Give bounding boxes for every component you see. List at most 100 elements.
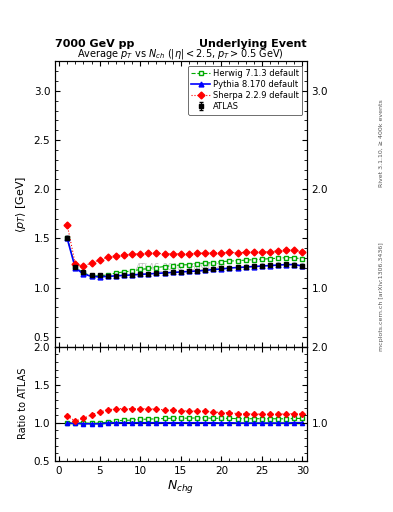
Sherpa 2.2.9 default — [178, 251, 183, 257]
Sherpa 2.2.9 default — [73, 261, 78, 267]
Line: Pythia 8.170 default: Pythia 8.170 default — [65, 236, 305, 279]
Pythia 8.170 default — [300, 263, 305, 269]
Line: Herwig 7.1.3 default: Herwig 7.1.3 default — [65, 235, 305, 279]
Sherpa 2.2.9 default — [187, 251, 191, 257]
Sherpa 2.2.9 default — [284, 247, 288, 253]
Sherpa 2.2.9 default — [276, 248, 281, 254]
Sherpa 2.2.9 default — [292, 247, 297, 253]
Herwig 7.1.3 default — [105, 272, 110, 278]
Sherpa 2.2.9 default — [89, 260, 94, 266]
Pythia 8.170 default — [276, 262, 281, 268]
Pythia 8.170 default — [146, 271, 151, 277]
Herwig 7.1.3 default — [170, 263, 175, 269]
Herwig 7.1.3 default — [146, 265, 151, 271]
Herwig 7.1.3 default — [203, 260, 208, 266]
Herwig 7.1.3 default — [235, 258, 240, 264]
Pythia 8.170 default — [243, 264, 248, 270]
Herwig 7.1.3 default — [162, 264, 167, 270]
Herwig 7.1.3 default — [97, 273, 102, 279]
Pythia 8.170 default — [121, 272, 126, 279]
Herwig 7.1.3 default — [114, 270, 118, 276]
Text: ATLAS_2010_S8894728: ATLAS_2010_S8894728 — [136, 262, 226, 271]
Pythia 8.170 default — [97, 274, 102, 280]
Pythia 8.170 default — [105, 273, 110, 280]
Pythia 8.170 default — [219, 266, 224, 272]
Herwig 7.1.3 default — [81, 270, 86, 276]
Herwig 7.1.3 default — [154, 264, 159, 270]
Pythia 8.170 default — [65, 236, 70, 242]
Herwig 7.1.3 default — [252, 257, 256, 263]
Text: Rivet 3.1.10, ≥ 400k events: Rivet 3.1.10, ≥ 400k events — [379, 99, 384, 187]
Herwig 7.1.3 default — [187, 262, 191, 268]
Pythia 8.170 default — [195, 268, 199, 274]
Sherpa 2.2.9 default — [154, 250, 159, 257]
Sherpa 2.2.9 default — [235, 250, 240, 256]
Sherpa 2.2.9 default — [146, 250, 151, 257]
Pythia 8.170 default — [211, 266, 216, 272]
Sherpa 2.2.9 default — [114, 252, 118, 259]
Sherpa 2.2.9 default — [65, 222, 70, 228]
Pythia 8.170 default — [227, 265, 232, 271]
Pythia 8.170 default — [252, 264, 256, 270]
Herwig 7.1.3 default — [89, 273, 94, 279]
Text: mcplots.cern.ch [arXiv:1306.3436]: mcplots.cern.ch [arXiv:1306.3436] — [379, 243, 384, 351]
Sherpa 2.2.9 default — [300, 249, 305, 255]
Herwig 7.1.3 default — [195, 261, 199, 267]
Pythia 8.170 default — [284, 262, 288, 268]
Pythia 8.170 default — [114, 273, 118, 279]
Herwig 7.1.3 default — [121, 269, 126, 275]
Herwig 7.1.3 default — [300, 256, 305, 262]
Herwig 7.1.3 default — [243, 257, 248, 263]
Herwig 7.1.3 default — [276, 255, 281, 261]
Pythia 8.170 default — [235, 264, 240, 270]
Sherpa 2.2.9 default — [252, 249, 256, 255]
Pythia 8.170 default — [81, 271, 86, 277]
Herwig 7.1.3 default — [259, 256, 264, 262]
Herwig 7.1.3 default — [268, 255, 272, 262]
Herwig 7.1.3 default — [219, 259, 224, 265]
Sherpa 2.2.9 default — [195, 250, 199, 257]
Herwig 7.1.3 default — [130, 268, 134, 274]
X-axis label: $N_{chg}$: $N_{chg}$ — [167, 478, 194, 496]
Pythia 8.170 default — [170, 269, 175, 275]
Sherpa 2.2.9 default — [105, 254, 110, 260]
Sherpa 2.2.9 default — [203, 250, 208, 257]
Sherpa 2.2.9 default — [97, 257, 102, 263]
Herwig 7.1.3 default — [65, 234, 70, 241]
Legend: Herwig 7.1.3 default, Pythia 8.170 default, Sherpa 2.2.9 default, ATLAS: Herwig 7.1.3 default, Pythia 8.170 defau… — [188, 66, 302, 115]
Pythia 8.170 default — [89, 273, 94, 280]
Line: Sherpa 2.2.9 default: Sherpa 2.2.9 default — [65, 222, 305, 268]
Pythia 8.170 default — [292, 262, 297, 268]
Sherpa 2.2.9 default — [243, 249, 248, 255]
Sherpa 2.2.9 default — [81, 263, 86, 269]
Pythia 8.170 default — [178, 269, 183, 275]
Herwig 7.1.3 default — [138, 266, 143, 272]
Pythia 8.170 default — [130, 272, 134, 278]
Text: 7000 GeV pp: 7000 GeV pp — [55, 38, 134, 49]
Sherpa 2.2.9 default — [211, 250, 216, 256]
Herwig 7.1.3 default — [211, 260, 216, 266]
Y-axis label: Ratio to ATLAS: Ratio to ATLAS — [18, 368, 28, 439]
Herwig 7.1.3 default — [292, 254, 297, 261]
Pythia 8.170 default — [162, 270, 167, 276]
Sherpa 2.2.9 default — [130, 251, 134, 258]
Title: Average $p_T$ vs $N_{ch}$ ($|\eta| < 2.5$, $p_T > 0.5$ GeV): Average $p_T$ vs $N_{ch}$ ($|\eta| < 2.5… — [77, 48, 284, 61]
Sherpa 2.2.9 default — [227, 249, 232, 255]
Pythia 8.170 default — [259, 263, 264, 269]
Pythia 8.170 default — [138, 271, 143, 278]
Sherpa 2.2.9 default — [170, 251, 175, 257]
Pythia 8.170 default — [187, 268, 191, 274]
Sherpa 2.2.9 default — [162, 251, 167, 257]
Sherpa 2.2.9 default — [138, 251, 143, 257]
Sherpa 2.2.9 default — [219, 250, 224, 256]
Text: Underlying Event: Underlying Event — [199, 38, 307, 49]
Y-axis label: $\langle p_T \rangle$ [GeV]: $\langle p_T \rangle$ [GeV] — [14, 176, 28, 232]
Pythia 8.170 default — [73, 265, 78, 271]
Herwig 7.1.3 default — [284, 254, 288, 261]
Herwig 7.1.3 default — [73, 264, 78, 270]
Herwig 7.1.3 default — [227, 258, 232, 264]
Sherpa 2.2.9 default — [259, 249, 264, 255]
Pythia 8.170 default — [154, 270, 159, 276]
Pythia 8.170 default — [203, 267, 208, 273]
Herwig 7.1.3 default — [178, 262, 183, 268]
